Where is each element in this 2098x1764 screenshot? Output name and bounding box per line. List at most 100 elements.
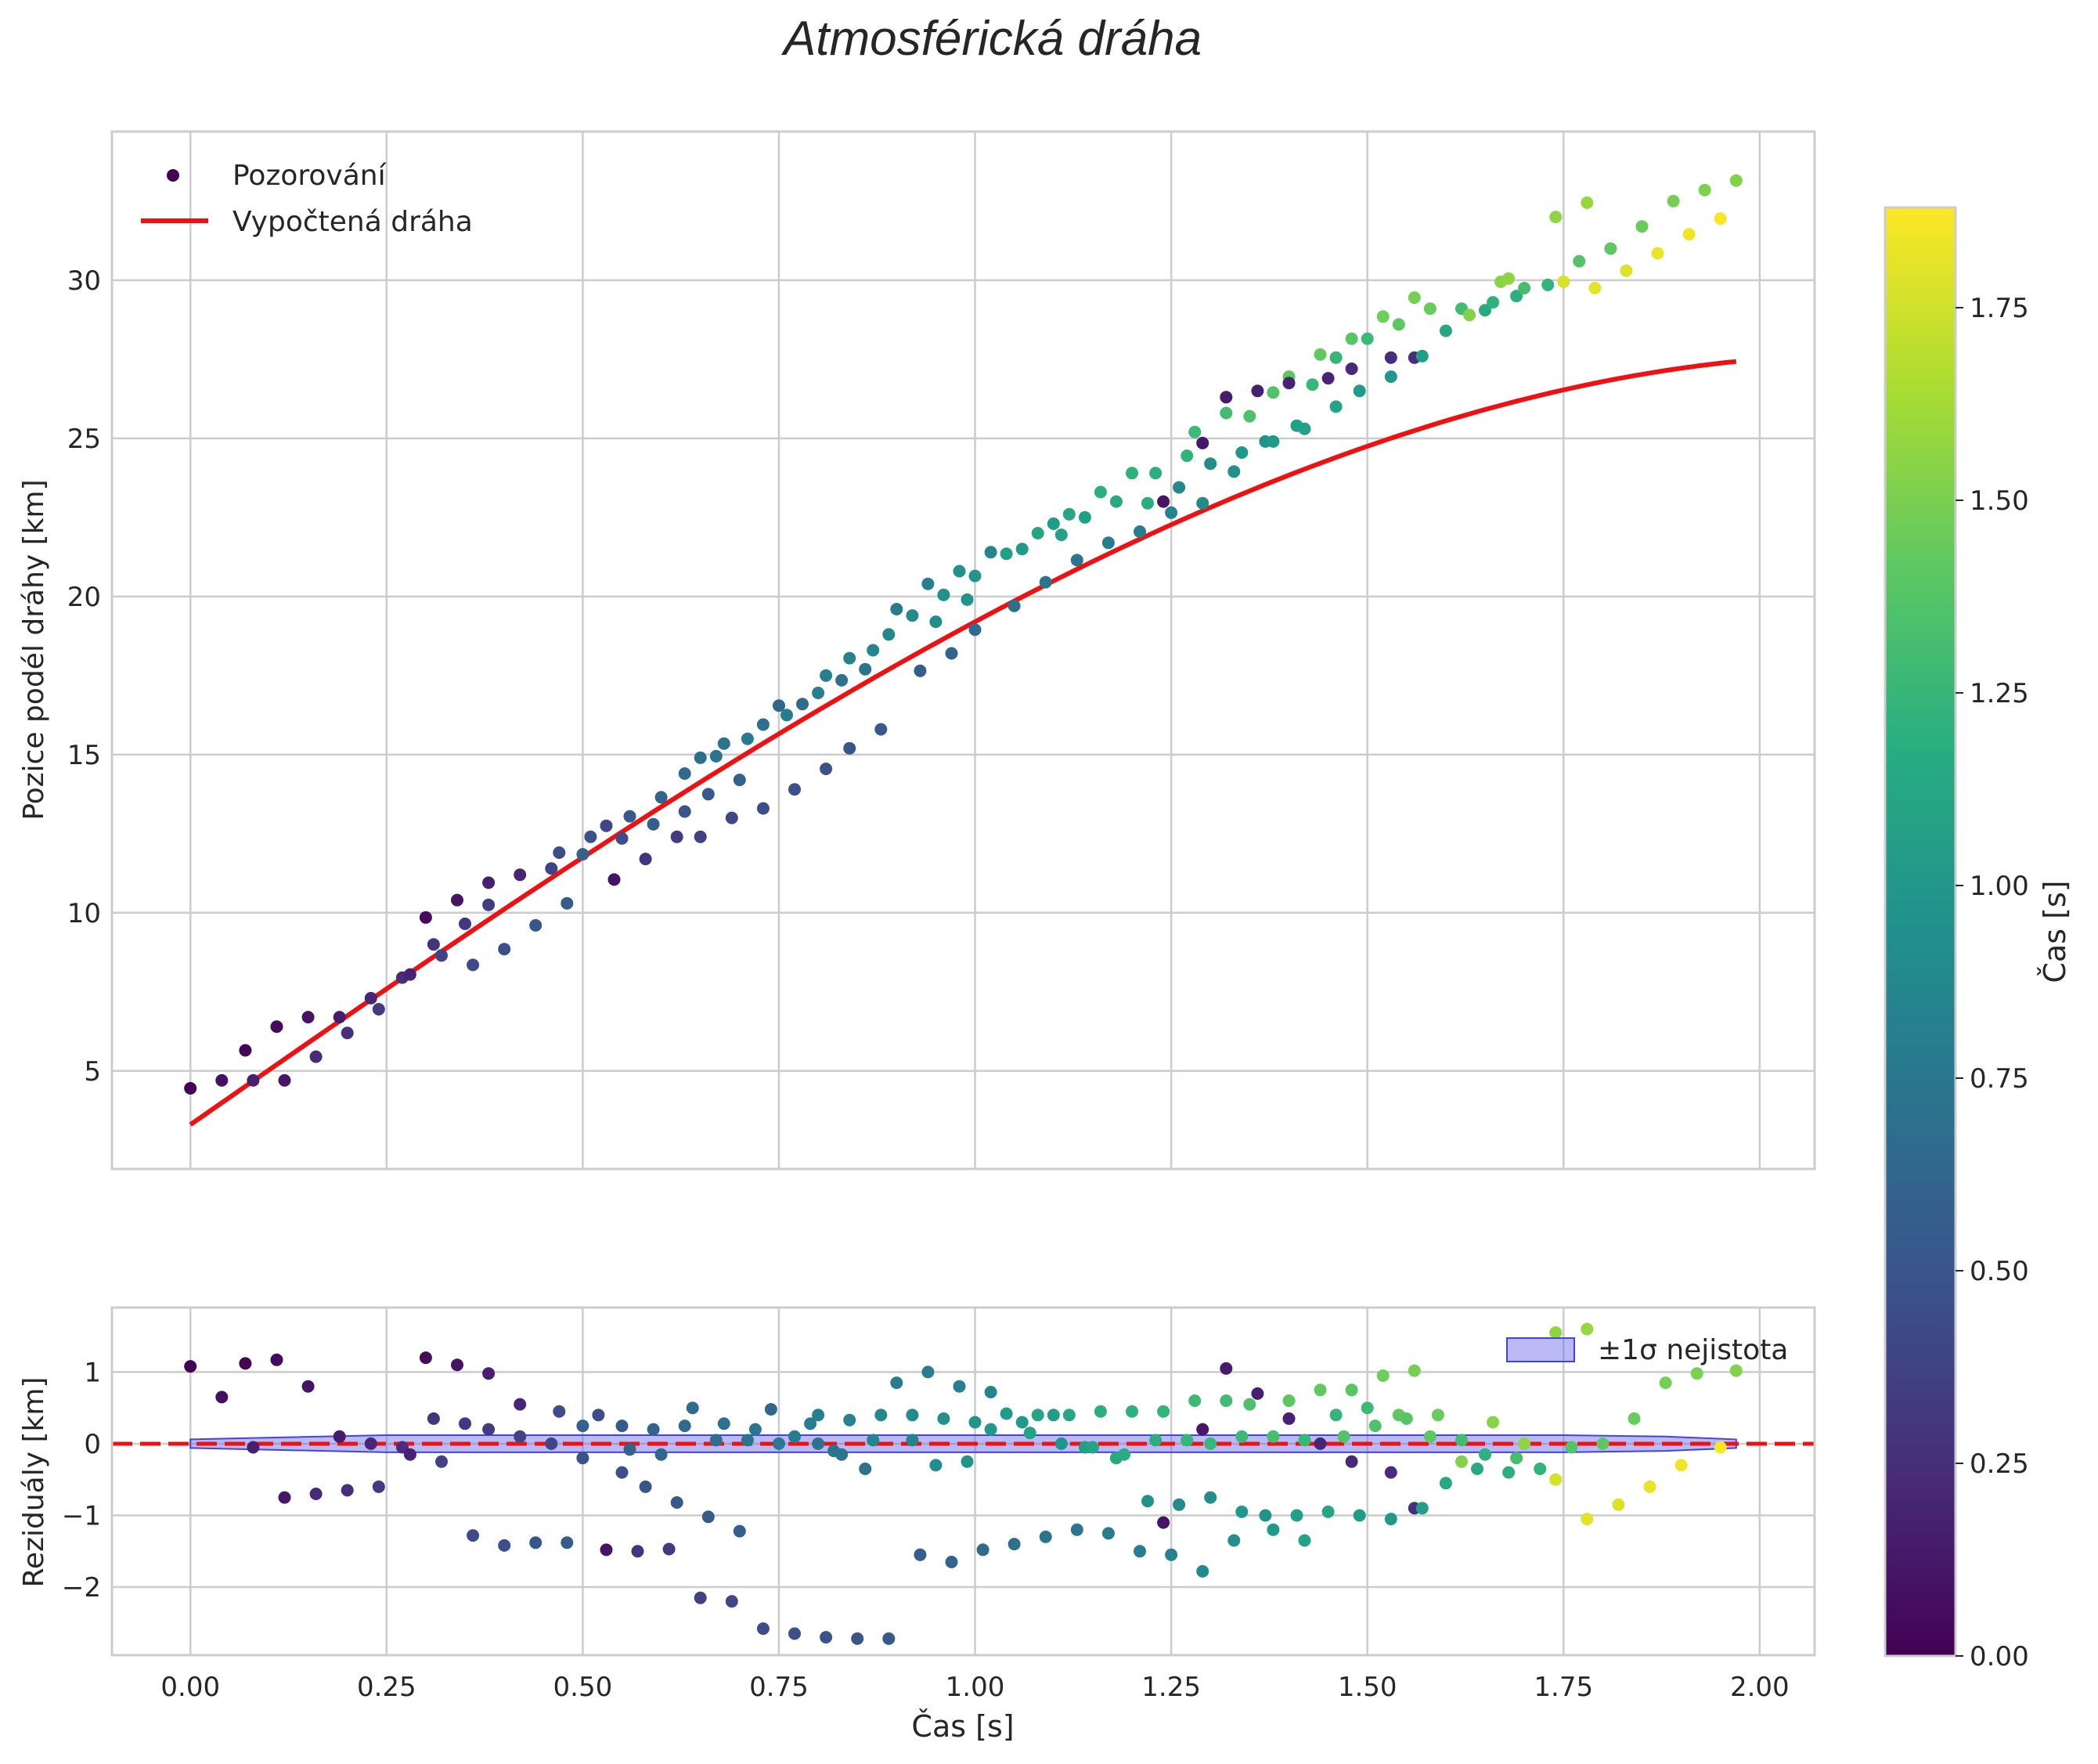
observation-point: [1204, 457, 1217, 471]
observation-point: [1408, 291, 1421, 305]
residual-point: [773, 1437, 785, 1450]
top-legend: Pozorování Vypočtená dráha: [141, 160, 473, 238]
observation-point: [1173, 481, 1186, 494]
observation-point: [1502, 272, 1516, 285]
residual-point: [1173, 1498, 1186, 1511]
observation-point: [1298, 422, 1311, 435]
bottom-legend: ±1σ nejistota: [1506, 1334, 1788, 1366]
residual-point: [1126, 1405, 1138, 1418]
observation-point: [741, 732, 754, 745]
residual-point: [1415, 1502, 1429, 1515]
residual-point: [1534, 1463, 1547, 1475]
observation-point: [1353, 384, 1366, 398]
observation-point: [906, 609, 919, 622]
top-y-tick-label: 20: [67, 582, 101, 613]
observation-point: [953, 565, 966, 578]
residual-point: [1361, 1401, 1374, 1415]
x-tick-label: 0.00: [160, 1672, 220, 1703]
top-y-tick-label: 10: [67, 898, 101, 929]
residual-point: [1015, 1416, 1029, 1429]
observation-point: [1039, 575, 1052, 589]
residual-point: [725, 1595, 738, 1608]
residual-point: [1290, 1509, 1303, 1522]
observation-point: [929, 615, 943, 629]
observation-point: [1015, 543, 1029, 556]
observation-point: [1361, 332, 1374, 345]
residual-point: [1181, 1434, 1194, 1447]
residual-point: [1345, 1383, 1358, 1397]
observation-point: [1101, 536, 1115, 550]
residual-point: [1267, 1523, 1280, 1536]
residual-point: [278, 1491, 291, 1504]
observation-point: [1235, 446, 1249, 459]
residual-point: [1376, 1369, 1390, 1382]
observation-point: [482, 876, 496, 889]
chart-title: Atmosférická dráha: [780, 12, 1202, 66]
observation-point: [1227, 465, 1241, 478]
residual-point: [459, 1417, 471, 1430]
observation-point: [1479, 304, 1491, 317]
residual-point: [529, 1536, 543, 1549]
observation-point: [333, 1011, 346, 1024]
residual-point: [788, 1627, 801, 1640]
colorbar-gradient: [1884, 206, 1957, 1658]
observation-point: [451, 893, 463, 907]
observation-point: [1078, 510, 1091, 524]
observation-point: [427, 938, 440, 951]
residual-point: [1345, 1455, 1358, 1468]
colorbar-tick-label: 0.50: [1970, 1256, 2029, 1287]
observation-point: [215, 1073, 229, 1087]
residual-point: [1157, 1516, 1170, 1529]
observation-point: [1376, 310, 1390, 323]
observation-point: [709, 749, 723, 763]
residual-point: [427, 1412, 440, 1425]
x-tick-label: 1.00: [946, 1672, 1005, 1703]
observation-point: [1487, 296, 1500, 309]
residual-point: [451, 1358, 463, 1372]
residual-point: [1690, 1367, 1703, 1380]
residual-point: [333, 1430, 346, 1443]
residual-point: [639, 1480, 652, 1493]
residual-point: [937, 1412, 950, 1425]
observation-point: [1423, 302, 1437, 316]
top-y-tick-label: 5: [84, 1056, 101, 1088]
residual-point: [1235, 1430, 1249, 1443]
bottom-panel: −2 −1 0 1 0.00 0.25 0.50 0.75 1.00 1.25 1.50 1.75 2…: [18, 1306, 1816, 1744]
residual-point: [631, 1545, 644, 1558]
residual-point: [1518, 1437, 1531, 1450]
observation-point: [1188, 425, 1202, 438]
observation-point: [1345, 332, 1358, 345]
residual-point: [1220, 1394, 1233, 1407]
observation-point: [1588, 282, 1602, 294]
observation-point: [843, 741, 856, 755]
x-tick-label: 0.50: [553, 1672, 613, 1703]
residual-point: [1165, 1548, 1178, 1561]
observation-point: [1196, 436, 1209, 449]
observation-point: [301, 1011, 315, 1024]
residual-point: [514, 1430, 527, 1443]
residual-point: [929, 1459, 943, 1472]
residual-point: [820, 1631, 833, 1644]
residual-point: [984, 1423, 997, 1436]
top-panel-frame: [110, 130, 1816, 1171]
observation-point: [694, 751, 707, 764]
observation-point: [1541, 278, 1555, 291]
residual-point: [662, 1542, 676, 1556]
residual-point: [301, 1380, 315, 1393]
residual-point: [1502, 1466, 1516, 1479]
residual-point: [482, 1423, 496, 1436]
bottom-y-tick-label: 0: [84, 1429, 101, 1460]
residual-point: [1581, 1513, 1594, 1526]
observation-point: [1000, 547, 1013, 561]
colorbar-label: Čas [s]: [2038, 880, 2072, 983]
residual-point: [545, 1437, 558, 1450]
residual-point: [514, 1398, 527, 1411]
observation-point: [843, 651, 856, 665]
observation-point: [600, 819, 613, 832]
observation-point: [435, 949, 448, 962]
residual-point: [435, 1455, 448, 1468]
residual-point: [1384, 1466, 1397, 1479]
fit-curve: [189, 359, 1737, 1127]
residual-point: [419, 1351, 432, 1365]
observation-point: [341, 1026, 354, 1040]
